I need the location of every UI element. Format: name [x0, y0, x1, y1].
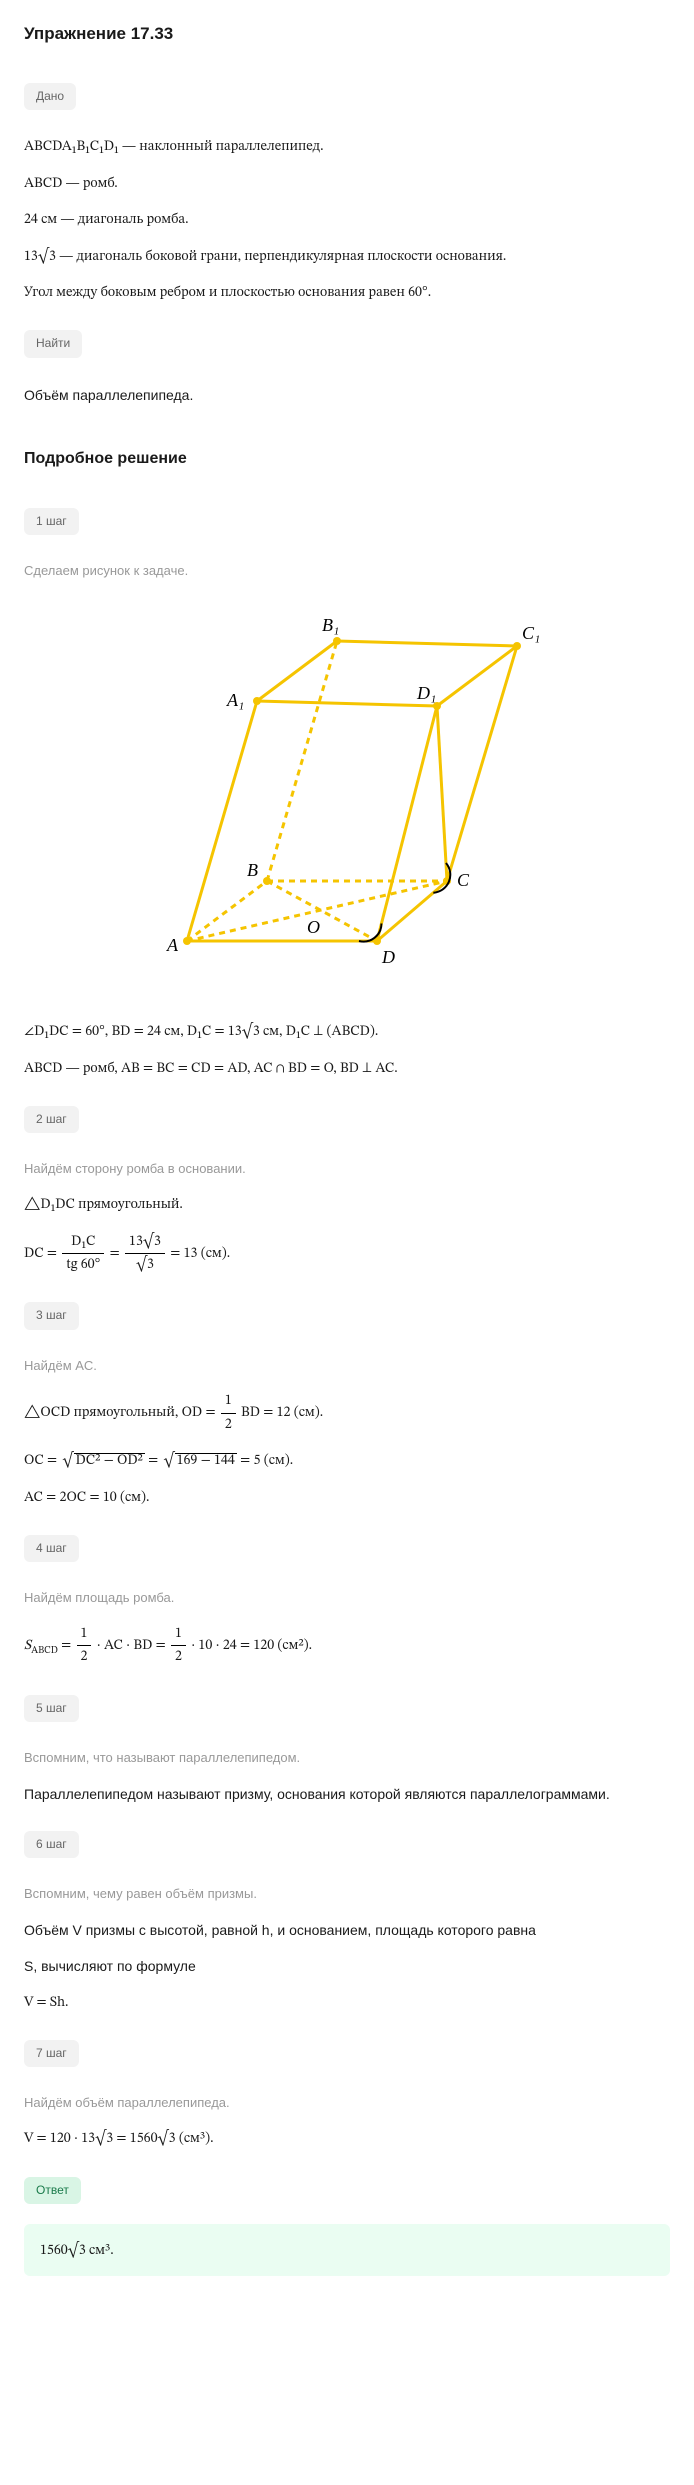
oc-mid: = — [148, 1454, 161, 1468]
oc-pre: OC = — [24, 1454, 60, 1468]
step-chip-1: 1 шаг — [24, 508, 79, 535]
diagram-container: A B C D O A₁ B₁ C₁ D₁ — [24, 601, 670, 981]
svg-text:C₁: C₁ — [522, 623, 540, 643]
given-line: Угол между боковым ребром и плоскостью о… — [24, 282, 670, 304]
step-chip-6: 6 шаг — [24, 1831, 79, 1858]
numerator: 1 — [171, 1623, 186, 1646]
step-intro-5: Вспомним, что называют параллелепипедом. — [24, 1748, 670, 1769]
step-chip-2: 2 шаг — [24, 1106, 79, 1133]
svg-text:D₁: D₁ — [416, 683, 436, 703]
dc-result: = 13 (см). — [170, 1247, 230, 1261]
given-chip: Дано — [24, 83, 76, 110]
step6-text: S, вычисляют по формуле — [24, 1955, 670, 1977]
svg-text:D: D — [381, 947, 395, 967]
given-line: ABCD — ромб. — [24, 173, 670, 195]
answer-text: 1560√3 см³. — [40, 2244, 114, 2258]
sqrt: DC² − OD² — [60, 1450, 144, 1472]
svg-text:O: O — [307, 917, 320, 937]
svg-text:C: C — [457, 870, 470, 890]
find-chip: Найти — [24, 330, 82, 357]
numerator: 1 — [77, 1623, 92, 1646]
fraction: D₁C tg 60° — [62, 1231, 104, 1277]
step6-text: Объём V призмы с высотой, равной h, и ос… — [24, 1919, 670, 1941]
step-chip-7: 7 шаг — [24, 2040, 79, 2067]
svg-text:B: B — [247, 860, 258, 880]
exercise-title: Упражнение 17.33 — [24, 20, 670, 47]
step-chip-3: 3 шаг — [24, 1302, 79, 1329]
answer-box: 1560√3 см³. — [24, 2224, 670, 2276]
svg-text:B₁: B₁ — [322, 615, 339, 635]
step3-od: △OCD прямоугольный, OD = 1 2 BD = 12 (см… — [24, 1390, 670, 1436]
s-post: · 10 · 24 = 120 (см²). — [191, 1639, 312, 1653]
radicand: 169 − 144 — [175, 1453, 237, 1468]
denominator: 2 — [221, 1414, 236, 1436]
step-intro-3: Найдём AC. — [24, 1356, 670, 1377]
step-chip-4: 4 шаг — [24, 1535, 79, 1562]
step6-formula: V = Sh. — [24, 1992, 670, 2014]
fraction: 1 2 — [77, 1623, 92, 1669]
od-pre: △OCD прямоугольный, OD = — [24, 1407, 219, 1421]
given-line: 24 см — диагональ ромба. — [24, 209, 670, 231]
oc-post: = 5 (см). — [240, 1454, 293, 1468]
answer-chip: Ответ — [24, 2177, 81, 2204]
denominator: √3 — [125, 1254, 165, 1276]
step2-text: △D₁DC прямоугольный. — [24, 1194, 670, 1216]
sqrt: 169 − 144 — [161, 1450, 236, 1472]
find-text: Объём параллелепипеда. — [24, 384, 670, 406]
step4-formula: SABCD = 1 2 · AC · BD = 1 2 · 10 · 24 = … — [24, 1623, 670, 1669]
s-mid1: · AC · BD = — [97, 1639, 169, 1653]
fraction: 13√3 √3 — [125, 1231, 165, 1277]
step3-oc: OC = DC² − OD² = 169 − 144 = 5 (см). — [24, 1450, 670, 1472]
step1-summary: ABCD — ромб, AB = BC = CD = AD, AC ∩ BD … — [24, 1058, 670, 1080]
svg-text:A₁: A₁ — [226, 690, 244, 710]
parallelepiped-diagram: A B C D O A₁ B₁ C₁ D₁ — [137, 601, 557, 981]
denominator: tg 60° — [62, 1254, 104, 1276]
step-intro-2: Найдём сторону ромба в основании. — [24, 1159, 670, 1180]
solution-title: Подробное решение — [24, 446, 670, 472]
od-post: BD = 12 (см). — [241, 1407, 323, 1421]
numerator: 1 — [221, 1390, 236, 1413]
radicand: DC² − OD² — [74, 1453, 145, 1468]
step-intro-7: Найдём объём параллелепипеда. — [24, 2093, 670, 2114]
denominator: 2 — [77, 1646, 92, 1668]
step3-ac: AC = 2OC = 10 (см). — [24, 1487, 670, 1509]
svg-text:A: A — [166, 935, 179, 955]
step2-formula: DC = D₁C tg 60° = 13√3 √3 = 13 (см). — [24, 1231, 670, 1277]
step5-text: Параллелепипедом называют призму, основа… — [24, 1783, 670, 1805]
step-intro-1: Сделаем рисунок к задаче. — [24, 561, 670, 582]
step-chip-5: 5 шаг — [24, 1695, 79, 1722]
numerator: 13√3 — [125, 1231, 165, 1254]
step-intro-6: Вспомним, чему равен объём призмы. — [24, 1884, 670, 1905]
fraction: 1 2 — [221, 1390, 236, 1436]
step1-summary: ∠D₁DC = 60°, BD = 24 см, D₁C = 13√3 см, … — [24, 1021, 670, 1043]
given-line: ABCDA₁B₁C₁D₁ — наклонный параллелепипед. — [24, 136, 670, 158]
step7-formula: V = 120 · 13√3 = 1560√3 (см³). — [24, 2128, 670, 2150]
step-intro-4: Найдём площадь ромба. — [24, 1588, 670, 1609]
fraction: 1 2 — [171, 1623, 186, 1669]
dc-label: DC = — [24, 1247, 57, 1261]
numerator: D₁C — [62, 1231, 104, 1254]
given-line: 13√3 — диагональ боковой грани, перпенди… — [24, 246, 670, 268]
denominator: 2 — [171, 1646, 186, 1668]
